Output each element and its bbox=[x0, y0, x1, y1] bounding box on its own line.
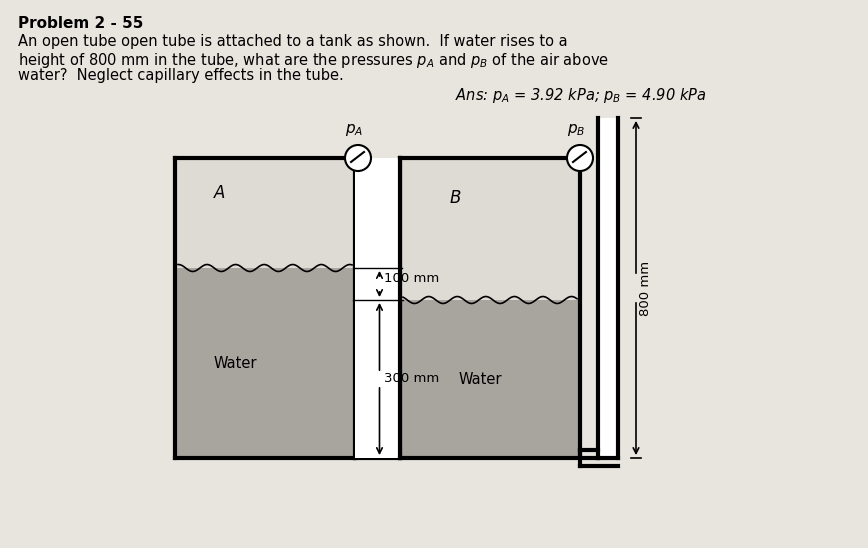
Text: height of 800 mm in the tube, what are the pressures $p_A$ and $p_B$ of the air : height of 800 mm in the tube, what are t… bbox=[18, 51, 609, 70]
Text: 100 mm: 100 mm bbox=[385, 271, 440, 284]
Bar bbox=[598, 118, 618, 458]
Bar bbox=[355, 158, 400, 300]
Bar bbox=[175, 158, 355, 268]
Text: $p_A$: $p_A$ bbox=[345, 122, 363, 138]
Bar bbox=[355, 300, 400, 458]
Text: B: B bbox=[450, 189, 461, 207]
Text: Water: Water bbox=[458, 372, 502, 386]
Text: Problem 2 - 55: Problem 2 - 55 bbox=[18, 16, 143, 31]
Text: An open tube open tube is attached to a tank as shown.  If water rises to a: An open tube open tube is attached to a … bbox=[18, 34, 568, 49]
Text: $p_B$: $p_B$ bbox=[567, 122, 585, 138]
Circle shape bbox=[567, 145, 593, 171]
Circle shape bbox=[345, 145, 371, 171]
Text: A: A bbox=[214, 184, 226, 202]
Text: Ans: $p_A$ = 3.92 kPa; $p_B$ = 4.90 kPa: Ans: $p_A$ = 3.92 kPa; $p_B$ = 4.90 kPa bbox=[455, 86, 707, 105]
Text: Water: Water bbox=[214, 356, 257, 370]
Bar bbox=[175, 268, 355, 458]
Text: water?  Neglect capillary effects in the tube.: water? Neglect capillary effects in the … bbox=[18, 68, 344, 83]
Text: 800 mm: 800 mm bbox=[639, 260, 652, 316]
Bar bbox=[400, 300, 580, 458]
Text: 300 mm: 300 mm bbox=[385, 373, 440, 385]
Bar bbox=[400, 158, 580, 300]
